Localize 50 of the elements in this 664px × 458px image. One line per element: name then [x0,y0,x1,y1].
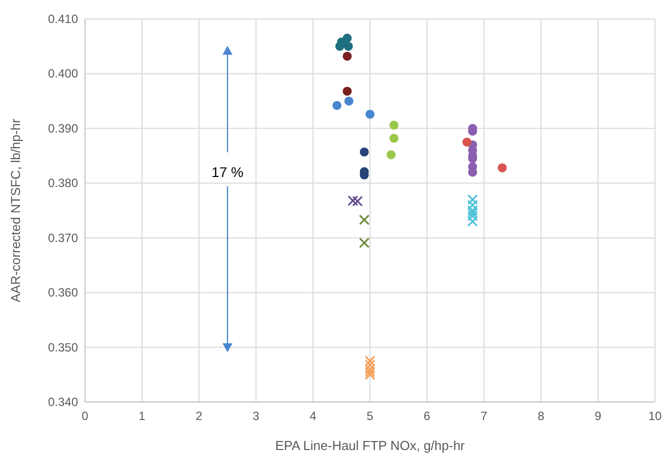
annotation: 17 % [212,164,244,180]
x-tick-label: 7 [480,409,488,423]
x-tick-label: 1 [138,409,146,423]
y-axis-title: AAR-corrected NTSFC, lb/hp-hr [8,118,23,302]
x-axis-title: EPA Line-Haul FTP NOx, g/hp-hr [275,438,466,453]
point [359,214,370,226]
x-tick-label: 6 [424,409,431,423]
x-tick-label: 10 [648,409,662,423]
point [359,237,370,248]
point [366,110,374,119]
x-tick-label: 0 [82,409,89,423]
point [467,205,478,216]
point [467,194,478,205]
y-tick-label: 0.390 [48,121,78,136]
point [342,86,352,96]
point [342,52,352,61]
point [389,134,398,143]
y-tick-label: 0.340 [48,395,78,409]
x-tick-label: 2 [196,409,203,423]
point [360,147,369,156]
point [344,42,353,51]
point [337,37,346,46]
point [332,100,342,110]
point [364,366,376,378]
point [348,195,358,206]
point [498,163,507,172]
y-tick-label: 0.380 [48,176,78,190]
point [389,120,398,130]
point [467,210,478,222]
y-tick-label: 0.360 [48,286,78,300]
x-tick-label: 5 [366,409,374,423]
y-tick-label: 0.370 [48,230,78,245]
point [352,196,363,206]
y-tick-label: 0.410 [48,12,78,26]
point [344,96,354,106]
x-tick-label: 9 [594,409,602,423]
point [462,138,472,147]
point [467,208,478,219]
point [467,200,478,210]
x-tick-label: 3 [252,409,260,423]
x-tick-label: 8 [538,409,545,423]
y-tick-label: 0.350 [48,340,78,354]
x-tick-label: 4 [310,409,317,423]
point [467,216,478,227]
point [386,150,396,160]
point [364,369,376,380]
point [364,364,376,374]
point [364,359,376,370]
point [364,356,376,366]
y-tick-label: 0.400 [48,66,78,81]
